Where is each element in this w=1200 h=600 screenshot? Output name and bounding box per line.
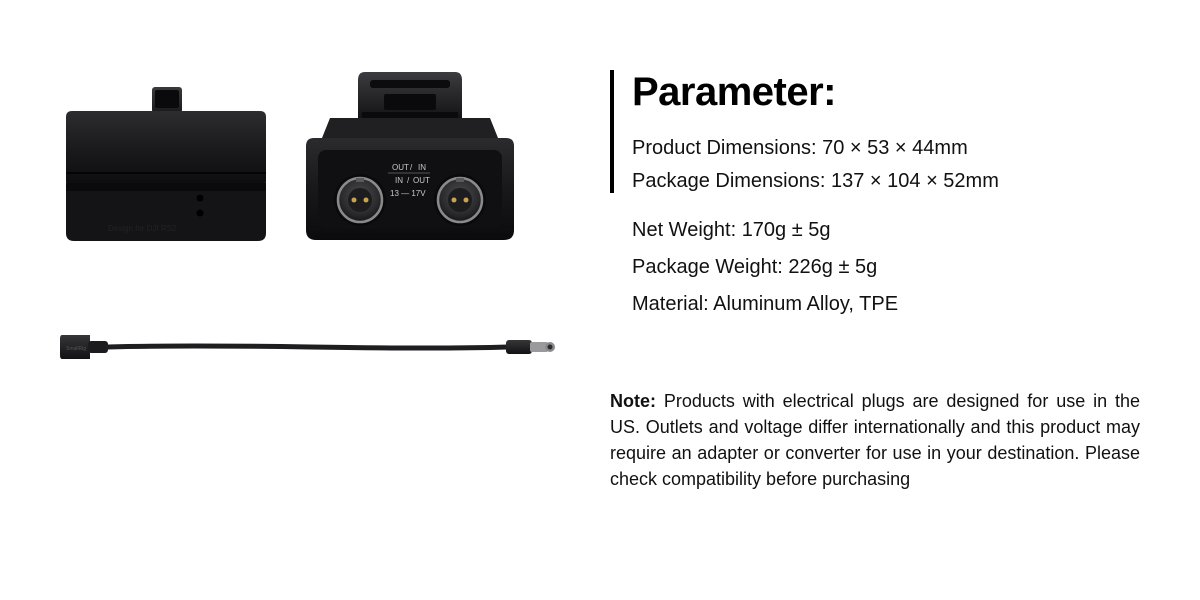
spec-label: Package Weight: [632,256,788,278]
product-side-view: Design for DJI RS2 [60,85,270,245]
spec-value: 70 × 53 × 44mm [822,137,968,159]
spec-net-weight: Net Weight: 170g ± 5g [632,219,1140,242]
spec-value: 137 × 104 × 52mm [831,170,999,192]
heading-divider [610,70,614,193]
note-label: Note: [610,391,664,411]
svg-text:OUT: OUT [413,176,430,185]
spec-label: Net Weight: [632,219,742,241]
heading: Parameter: [632,70,999,115]
svg-text:IN: IN [395,176,403,185]
spec-value: 226g ± 5g [788,256,877,278]
spec-package-weight: Package Weight: 226g ± 5g [632,256,1140,279]
spec-value: 170g ± 5g [742,219,831,241]
spec-label: Package Dimensions: [632,170,831,192]
spec-product-dimensions: Product Dimensions: 70 × 53 × 44mm [632,137,999,160]
spec-package-dimensions: Package Dimensions: 137 × 104 × 52mm [632,170,999,193]
product-front-view: OUT / IN IN / OUT 13 — 17V [300,70,520,245]
spec-material: Material: Aluminum Alloy, TPE [632,293,1140,316]
spec-label: Product Dimensions: [632,137,822,159]
svg-text:OUT: OUT [392,163,409,172]
cable-image: SmallRig [60,325,560,365]
svg-text:13 — 17V: 13 — 17V [390,189,426,198]
note-block: Note: Products with electrical plugs are… [610,388,1140,492]
svg-text:SmallRig: SmallRig [66,346,86,352]
spec-label: Material: [632,293,713,315]
emboss-text: Design for DJI RS2 [108,224,177,233]
spec-value: Aluminum Alloy, TPE [713,293,898,315]
note-text: Products with electrical plugs are desig… [610,391,1140,489]
svg-text:IN: IN [418,163,426,172]
